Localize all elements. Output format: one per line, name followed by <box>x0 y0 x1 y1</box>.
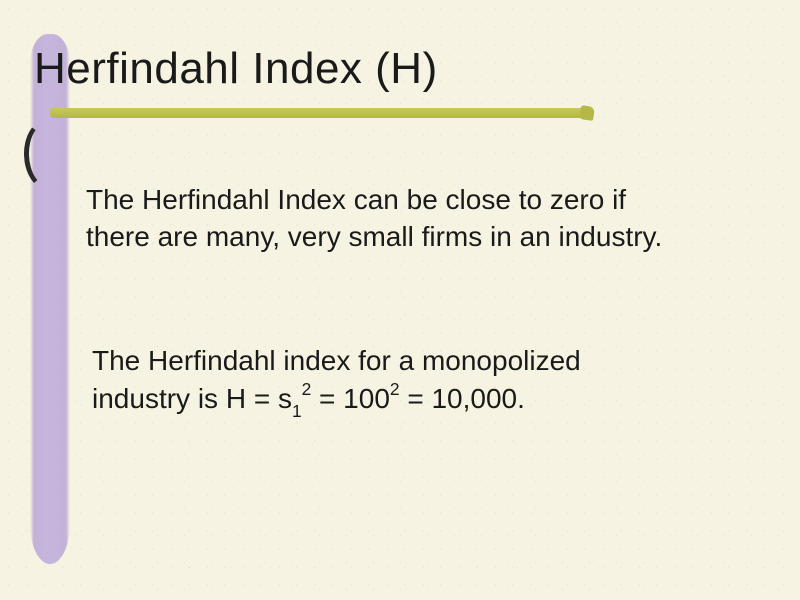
paragraph-2: The Herfindahl index for a monopolized i… <box>92 342 682 420</box>
paragraph-1: The Herfindahl Index can be close to zer… <box>86 182 676 256</box>
slide-title: Herfindahl Index (H) <box>34 44 438 94</box>
p2-mid: = 100 <box>311 383 390 414</box>
p2-sup2: 2 <box>390 379 400 399</box>
p2-sub1: 1 <box>292 401 302 421</box>
p2-post: = 10,000. <box>400 383 525 414</box>
p2-sup1: 2 <box>302 379 312 399</box>
title-underline <box>50 108 590 118</box>
slide: Herfindahl Index (H) The Herfindahl Inde… <box>0 0 800 600</box>
